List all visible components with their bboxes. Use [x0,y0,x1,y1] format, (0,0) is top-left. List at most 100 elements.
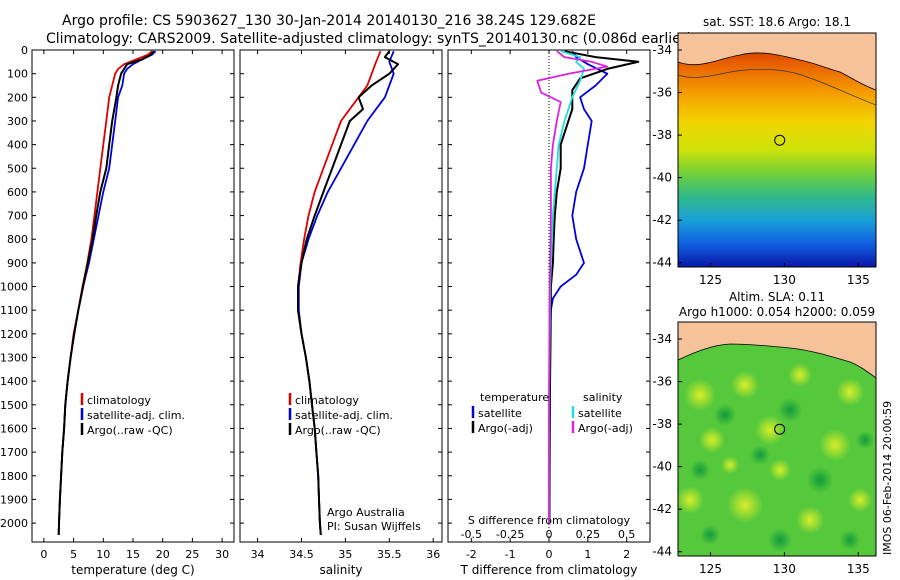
depth-tick-label: 1900 [0,493,28,506]
temperature-legend-label: satellite-adj. clim. [87,409,185,422]
footer-timestamp: IMOS 06-Feb-2014 20:00:59 [881,401,894,555]
sla-anomaly-blob [700,525,720,545]
sla-anomaly-blob [848,488,872,512]
sla-anomaly-blob [714,404,736,426]
sla-anomaly-blob [836,378,864,406]
sla-anomaly-blob [731,371,759,399]
sla-anomaly-blob [856,431,874,449]
sla-anomaly-blob [684,379,716,411]
salinity-series-argo [297,50,400,535]
sst-title: sat. SST: 18.6 Argo: 18.1 [703,15,851,29]
sla-coastline [678,343,876,379]
salinity-legend-label: climatology [295,394,359,407]
depth-tick-label: 1600 [0,422,28,435]
difference-s-tick: 0 [546,528,553,541]
sst-ytick-label: -42 [652,213,672,227]
difference-s-tick: 0.25 [576,528,601,541]
difference-s-tick: 0.5 [618,528,636,541]
salinity-xtick-label: 35 [338,548,352,561]
difference-s-tick: -0.5 [461,528,482,541]
sst-xtick-label: 135 [847,273,870,287]
salinity-annotation: Argo Australia [327,506,405,519]
depth-tick-label: 1400 [0,375,28,388]
difference-legend-label: satellite [478,407,522,420]
difference-series-s-argo [536,50,609,524]
sst-ytick-label: -38 [652,128,672,142]
depth-tick-label: 1100 [0,304,28,317]
depth-tick-label: 400 [7,139,28,152]
difference-xtick-label: -2 [466,548,477,561]
temperature-series-argo [57,50,155,535]
sst-ytick-label: -36 [652,86,672,100]
header-line1: Argo profile: CS 5903627_130 30-Jan-2014… [62,13,596,29]
sla-ytick-label: -40 [652,460,672,474]
temperature-legend-label: climatology [87,394,151,407]
sla-anomaly-blob [819,429,851,461]
temperature-xlabel: temperature (deg C) [71,563,194,577]
sla-land [678,322,876,378]
depth-tick-label: 600 [7,186,28,199]
sst-map: sat. SST: 18.6 Argo: 18.1 125 130 135 -34 -3… [652,15,877,287]
temperature-xtick-label: 30 [215,548,229,561]
depth-tick-label: 1200 [0,328,28,341]
difference-xtick-label: 1 [584,548,591,561]
difference-legend-title-temperature: temperature [480,391,549,404]
sla-xtick-label: 125 [699,562,722,576]
temperature-xtick-label: 0 [40,548,47,561]
sla-anomaly-blob [796,506,824,534]
temperature-xtick-label: 15 [126,548,140,561]
difference-series-t-satellite [548,50,609,524]
sst-xtick-label: 125 [699,273,722,287]
sla-anomaly-blob [750,445,770,465]
sla-anomaly-blob [778,398,802,422]
sla-anomaly-blob [755,415,785,445]
sla-anomaly-blob [768,528,792,552]
depth-tick-label: 1500 [0,399,28,412]
depth-tick-label: 900 [7,257,28,270]
sla-anomaly-blob [788,363,812,387]
sla-ytick-label: -38 [652,417,672,431]
salinity-legend-label: Argo(..raw -QC) [295,424,381,437]
salinity-xlabel: salinity [319,563,362,577]
sla-anomaly-blob [699,427,725,453]
temperature-xtick-label: 10 [96,548,110,561]
depth-tick-label: 1300 [0,352,28,365]
sla-ytick-label: -42 [652,502,672,516]
sla-anomaly-blob [807,467,833,493]
salinity-xtick-label: 34 [251,548,265,561]
header-line2: Climatology: CARS2009. Satellite-adjuste… [46,31,692,47]
difference-xtick-label: 2 [623,548,630,561]
depth-tick-label: 500 [7,162,28,175]
depth-tick-label: 0 [21,44,28,57]
temperature-panel: 0100200300400500600700800900100011001200… [0,44,235,577]
depth-tick-label: 100 [7,68,28,81]
difference-legend-title-salinity: salinity [583,391,623,404]
sst-land [678,33,876,90]
depth-tick-label: 1800 [0,470,28,483]
sst-xtick-label: 130 [773,273,796,287]
sst-coastline [678,52,876,91]
temperature-legend-label: Argo(..raw -QC) [87,424,173,437]
depth-tick-label: 800 [7,233,28,246]
temperature-xtick-label: 5 [70,548,77,561]
difference-xtick-label: 0 [546,548,553,561]
sla-anomaly-blob [769,459,791,481]
sla-anomaly-blob [840,530,860,550]
sla-title2: Argo h1000: 0.054 h2000: 0.059 [679,305,875,319]
salinity-annotation: PI: Susan Wijffels [327,520,421,533]
salinity-xtick-label: 34.5 [289,548,314,561]
temperature-axes-frame [31,49,235,543]
difference-s-tick: -0.25 [496,528,524,541]
difference-legend-label: Argo(-adj) [578,422,633,435]
sla-anomaly-blob [727,487,763,523]
temperature-xtick-label: 25 [185,548,199,561]
difference-legend-label: satellite [578,407,622,420]
sla-anomaly-blob [721,456,739,474]
depth-tick-label: 1000 [0,281,28,294]
depth-tick-label: 2000 [0,517,28,530]
salinity-xtick-label: 36 [426,548,440,561]
difference-xtick-label: -1 [505,548,516,561]
sst-ytick-label: -40 [652,171,672,185]
sla-anomaly-blob [690,460,710,480]
